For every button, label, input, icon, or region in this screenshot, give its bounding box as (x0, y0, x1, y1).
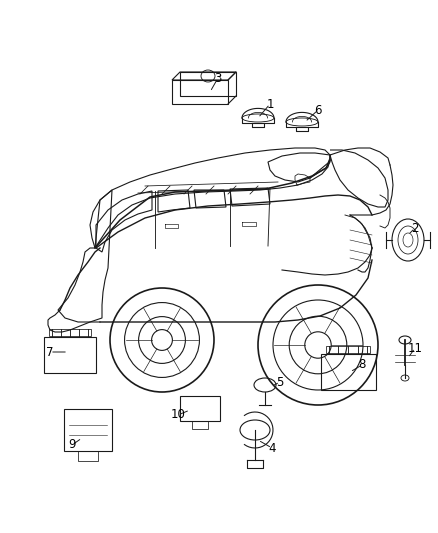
Bar (44, 337, 96, 373)
Text: 11: 11 (407, 342, 423, 354)
Text: 5: 5 (276, 376, 284, 389)
Text: 3: 3 (214, 71, 222, 85)
Bar (326, 346, 370, 353)
Bar (172, 80, 228, 104)
Text: 6: 6 (314, 103, 322, 117)
Text: 4: 4 (268, 441, 276, 455)
Text: 10: 10 (170, 408, 185, 422)
Bar (49, 329, 91, 336)
Bar (321, 354, 375, 390)
Text: 7: 7 (46, 345, 54, 359)
Text: 2: 2 (411, 222, 419, 235)
Text: 9: 9 (68, 439, 76, 451)
Text: 8: 8 (358, 359, 366, 372)
Bar (64, 409, 112, 451)
Bar (180, 395, 220, 421)
Bar (78, 451, 98, 461)
Bar (192, 421, 208, 429)
Text: 1: 1 (266, 98, 274, 110)
